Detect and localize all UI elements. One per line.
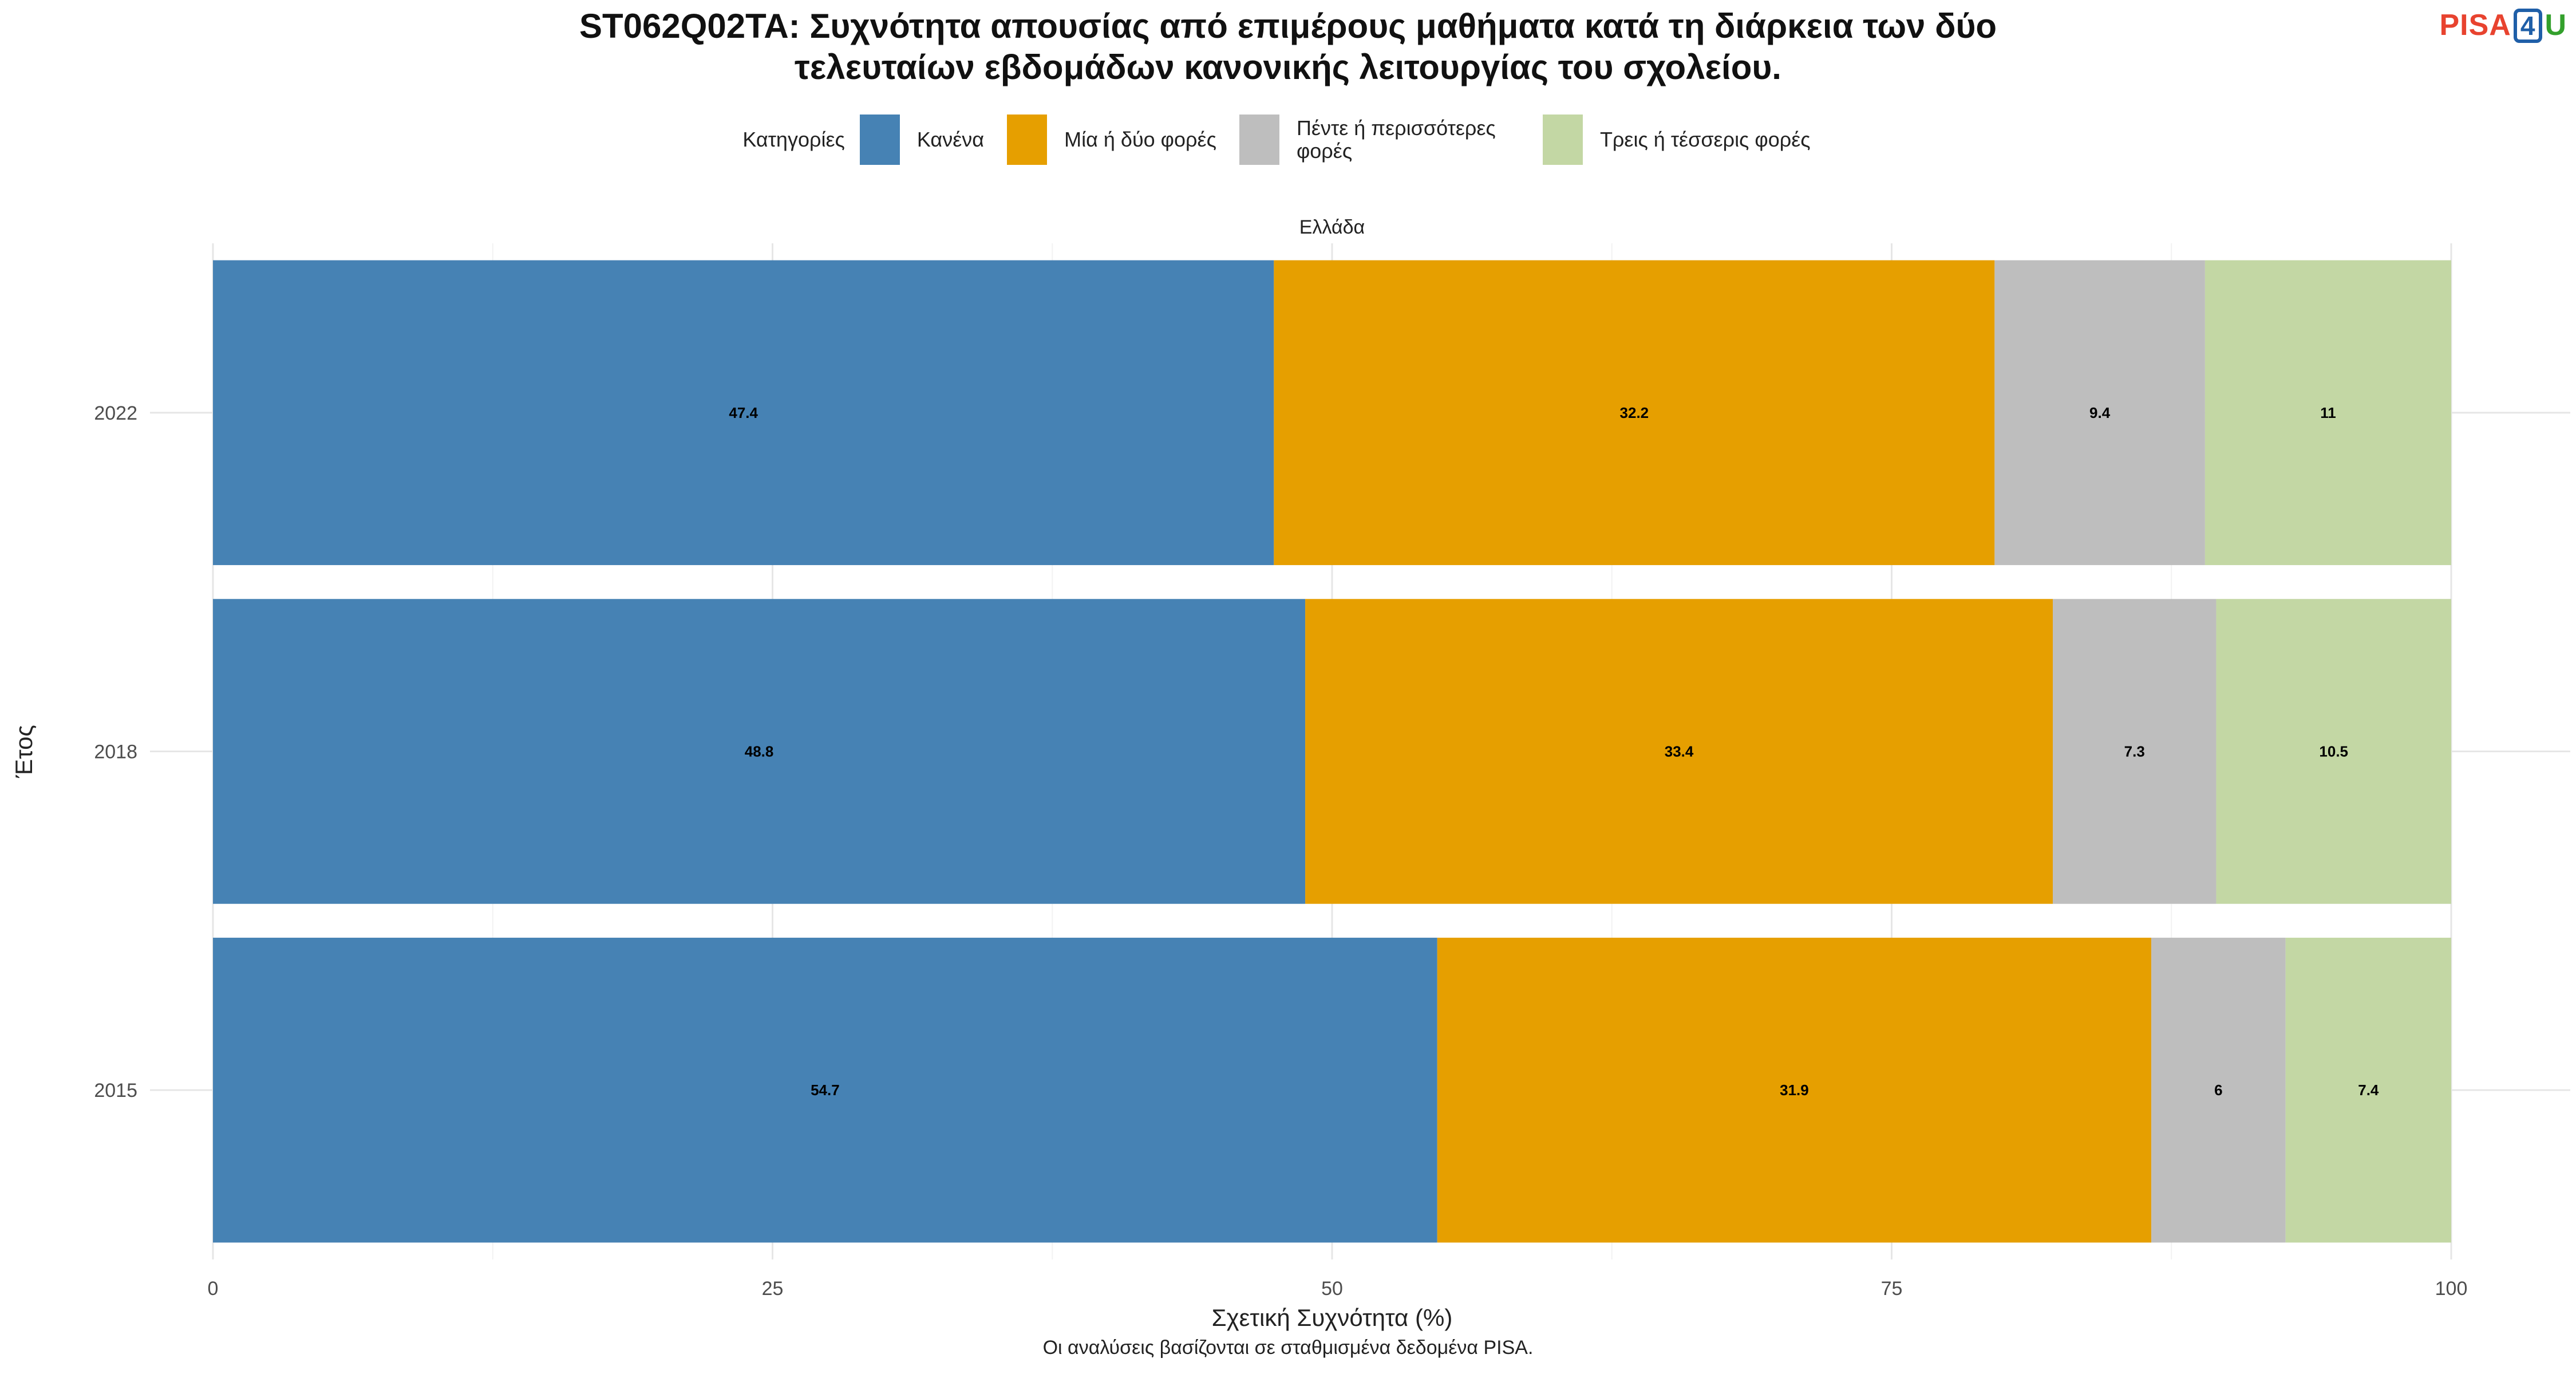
legend-swatch (1007, 114, 1048, 165)
x-tick-label: 75 (1881, 1278, 1903, 1300)
bar-segment (2151, 937, 2286, 1243)
legend-title: Κατηγορίες (742, 128, 845, 151)
data-label: 6 (2214, 1081, 2222, 1099)
y-tick-label: 2022 (94, 402, 137, 424)
bar-segment (1437, 937, 2152, 1243)
bar-segment (1305, 599, 2053, 904)
legend-item-pente: Πέντε ή περισσότερες φορές (1239, 114, 1520, 165)
pisa4u-logo: PISA 4 U (2439, 9, 2567, 43)
bar-segment (2204, 260, 2451, 566)
x-tick-label: 50 (1321, 1278, 1343, 1300)
x-axis-title: Σχετική Συχνότητα (%) (1212, 1304, 1453, 1331)
data-label: 54.7 (811, 1081, 840, 1099)
bar-segment (213, 937, 1437, 1243)
data-label: 7.3 (2124, 743, 2145, 760)
bar-segment (2285, 937, 2451, 1243)
data-label: 9.4 (2089, 404, 2111, 421)
data-label: 33.4 (1665, 743, 1694, 760)
legend-label: Τρεις ή τέσσερις φορές (1599, 128, 1811, 151)
chart-title-line1: ST062Q02TA: Συχνότητα απουσίας από επιμέ… (579, 7, 1997, 45)
bar-segment (1994, 260, 2205, 566)
legend-label: Κανένα (916, 128, 985, 151)
chart-legend: Κατηγορίες Κανένα Μία ή δύο φορές Πέντε … (0, 114, 2576, 165)
legend-item-kanena: Κανένα (859, 114, 985, 165)
chart-title: ST062Q02TA: Συχνότητα απουσίας από επιμέ… (0, 6, 2576, 88)
y-tick-label: 2018 (94, 741, 137, 763)
legend-item-mia-i-dyo: Μία ή δύο φορές (1007, 114, 1216, 165)
chart-caption: Οι αναλύσεις βασίζονται σε σταθμισμένα δ… (1042, 1337, 1534, 1359)
legend-swatch (1239, 114, 1279, 165)
x-tick-label: 100 (2435, 1278, 2468, 1300)
x-tick-label: 25 (762, 1278, 784, 1300)
data-label: 48.8 (745, 743, 774, 760)
chart-title-line2: τελευταίων εβδομάδων κανονικής λειτουργί… (795, 48, 1781, 86)
bar-segment (2216, 599, 2451, 904)
bar-segment (213, 599, 1306, 904)
y-tick-label: 2015 (94, 1080, 137, 1101)
legend-label: Μία ή δύο φορές (1064, 128, 1216, 151)
legend-label: Πέντε ή περισσότερες φορές (1296, 116, 1496, 163)
bar-segment (213, 260, 1274, 566)
bar-segment (2053, 599, 2217, 904)
bar-segment (1274, 260, 1995, 566)
x-tick-label: 0 (208, 1278, 219, 1300)
legend-item-treis: Τρεις ή τέσσερις φορές (1542, 114, 1811, 165)
data-label: 47.4 (729, 404, 758, 421)
data-label: 32.2 (1620, 404, 1649, 421)
legend-swatch (1542, 114, 1583, 165)
data-label: 31.9 (1780, 1081, 1809, 1099)
data-label: 7.4 (2358, 1081, 2379, 1099)
data-label: 10.5 (2319, 743, 2348, 760)
data-label: 11 (2320, 404, 2336, 421)
legend-swatch (859, 114, 900, 165)
facet-label: Ελλάδα (1299, 216, 1365, 238)
y-axis-title: Έτος (10, 725, 37, 779)
